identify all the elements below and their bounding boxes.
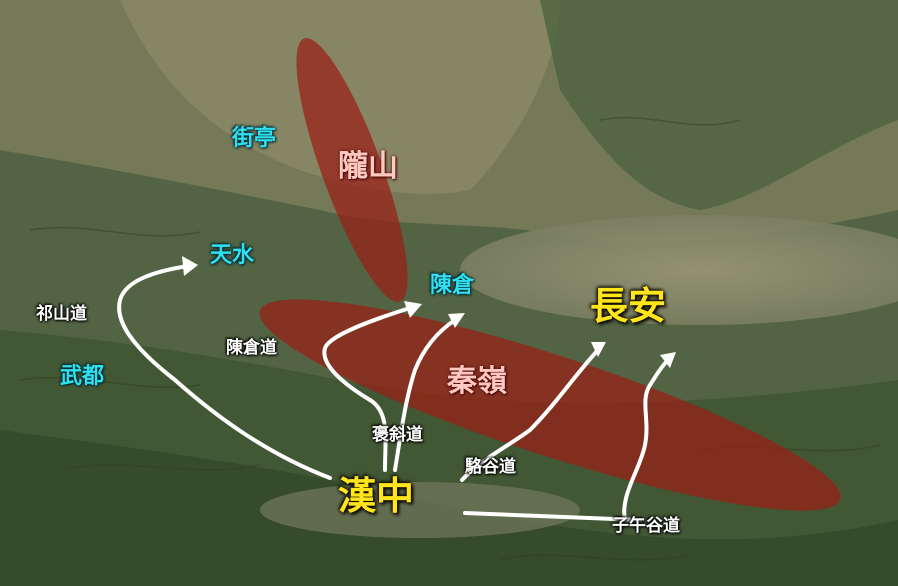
qishan-arrowhead — [182, 256, 198, 276]
place-wudu: 武都 — [60, 364, 105, 389]
route-label-chencang: 陳倉道 — [226, 338, 277, 358]
luogu-road-line — [460, 348, 600, 482]
route-label-luogu: 駱谷道 — [465, 457, 516, 477]
chencang-arrowhead — [404, 301, 422, 318]
chencang-road-line — [322, 306, 412, 472]
place-chencang: 陳倉 — [430, 273, 475, 298]
qishan-road-line — [117, 264, 332, 480]
ziwu-road-line — [463, 511, 642, 522]
place-hanzhong: 漢中 — [338, 474, 415, 518]
mountain-label-qinling: 秦嶺 — [447, 364, 507, 399]
mountain-label-longshan: 隴山 — [338, 149, 398, 184]
baoxie-road-line — [393, 318, 457, 472]
route-label-qishan: 祁山道 — [36, 304, 87, 324]
ziwu-arrowhead — [660, 352, 676, 368]
route-label-baoxie: 褒斜道 — [372, 425, 423, 445]
baoxie-arrowhead — [448, 313, 465, 328]
route-label-ziwu: 子午谷道 — [612, 516, 680, 536]
place-tianshui: 天水 — [210, 243, 255, 268]
ziwu-road-branch-line — [622, 358, 670, 522]
place-changan: 長安 — [590, 284, 667, 328]
place-jieting: 街亭 — [232, 126, 277, 151]
longshan-range — [296, 38, 408, 302]
luogu-arrowhead — [591, 342, 606, 357]
